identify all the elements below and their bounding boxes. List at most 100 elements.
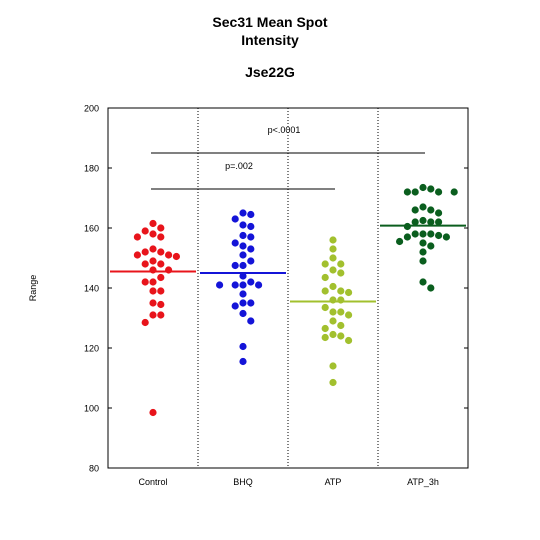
data-point bbox=[345, 336, 353, 345]
data-point bbox=[149, 311, 157, 319]
data-point bbox=[411, 218, 419, 226]
data-point bbox=[239, 209, 247, 217]
data-point bbox=[149, 245, 157, 253]
data-point bbox=[427, 284, 435, 292]
data-point bbox=[247, 210, 255, 219]
data-point bbox=[141, 318, 149, 327]
chart-subtitle: Jse22G bbox=[245, 64, 295, 80]
data-point bbox=[231, 302, 239, 310]
data-point bbox=[321, 303, 329, 312]
data-point bbox=[329, 362, 337, 370]
data-point bbox=[337, 308, 345, 316]
significance-label: p=.002 bbox=[225, 161, 253, 171]
data-point bbox=[427, 242, 435, 250]
data-point bbox=[321, 324, 329, 333]
data-point bbox=[435, 218, 443, 226]
data-point bbox=[157, 224, 165, 232]
data-point bbox=[149, 230, 157, 238]
data-point bbox=[329, 282, 337, 291]
data-point bbox=[239, 272, 247, 280]
data-point bbox=[149, 257, 157, 265]
data-point bbox=[321, 287, 329, 295]
data-point bbox=[239, 242, 247, 250]
y-tick-label: 200 bbox=[84, 104, 99, 114]
data-point bbox=[435, 188, 443, 196]
data-point bbox=[435, 231, 443, 240]
data-point bbox=[149, 219, 157, 228]
data-point bbox=[403, 188, 411, 196]
data-point bbox=[247, 257, 255, 265]
data-point bbox=[149, 266, 157, 274]
data-point bbox=[337, 296, 345, 304]
data-point bbox=[329, 254, 337, 262]
data-point bbox=[133, 233, 141, 241]
data-point bbox=[419, 239, 427, 247]
data-point bbox=[329, 378, 337, 387]
data-point bbox=[337, 269, 345, 277]
data-point bbox=[247, 317, 255, 325]
data-point bbox=[403, 233, 411, 241]
y-tick-label: 80 bbox=[89, 464, 99, 474]
data-point bbox=[141, 248, 149, 256]
data-point bbox=[321, 260, 329, 268]
data-point bbox=[345, 288, 353, 297]
data-point bbox=[239, 281, 247, 289]
data-point bbox=[157, 273, 165, 282]
data-point bbox=[345, 311, 353, 319]
data-point bbox=[329, 296, 337, 304]
data-point bbox=[419, 230, 427, 238]
y-tick-label: 140 bbox=[84, 284, 99, 294]
data-point bbox=[419, 203, 427, 211]
data-point bbox=[419, 248, 427, 256]
data-point bbox=[442, 233, 450, 241]
data-point bbox=[239, 299, 247, 307]
data-point bbox=[255, 281, 263, 289]
significance-label: p<.0001 bbox=[268, 125, 301, 135]
data-point bbox=[419, 183, 427, 192]
data-point bbox=[247, 233, 255, 241]
y-tick-label: 100 bbox=[84, 404, 99, 414]
data-point bbox=[149, 299, 157, 307]
data-point bbox=[239, 251, 247, 259]
data-point bbox=[427, 230, 435, 238]
data-point bbox=[157, 260, 165, 268]
data-point bbox=[141, 260, 149, 268]
data-point bbox=[337, 332, 345, 340]
data-point bbox=[149, 287, 157, 295]
data-point bbox=[329, 236, 337, 244]
data-point bbox=[337, 321, 345, 330]
data-point bbox=[141, 227, 149, 235]
x-tick-label: ATP_3h bbox=[407, 477, 439, 487]
y-tick-label: 120 bbox=[84, 344, 99, 354]
data-point bbox=[239, 309, 247, 318]
data-point bbox=[239, 261, 247, 270]
data-point bbox=[337, 287, 345, 295]
data-point bbox=[239, 357, 247, 366]
data-point bbox=[239, 221, 247, 229]
data-point bbox=[411, 206, 419, 214]
x-tick-label: ATP bbox=[325, 477, 342, 487]
chart-title: Sec31 Mean Spot bbox=[212, 14, 328, 30]
x-tick-label: BHQ bbox=[233, 477, 253, 487]
y-tick-label: 180 bbox=[84, 164, 99, 174]
data-point bbox=[247, 278, 255, 286]
data-point bbox=[329, 266, 337, 274]
data-point bbox=[427, 185, 435, 193]
data-point bbox=[231, 261, 239, 270]
data-point bbox=[411, 188, 419, 196]
data-point bbox=[329, 317, 337, 325]
data-point bbox=[427, 218, 435, 226]
y-tick-label: 160 bbox=[84, 224, 99, 234]
data-point bbox=[247, 299, 255, 307]
data-point bbox=[149, 408, 157, 417]
data-point bbox=[329, 245, 337, 253]
data-point bbox=[337, 260, 345, 268]
data-point bbox=[165, 266, 173, 274]
data-point bbox=[157, 287, 165, 295]
data-point bbox=[141, 278, 149, 286]
data-point bbox=[419, 216, 427, 225]
data-point bbox=[419, 257, 427, 265]
data-point bbox=[231, 239, 239, 247]
data-point bbox=[419, 278, 427, 286]
data-point bbox=[157, 311, 165, 319]
